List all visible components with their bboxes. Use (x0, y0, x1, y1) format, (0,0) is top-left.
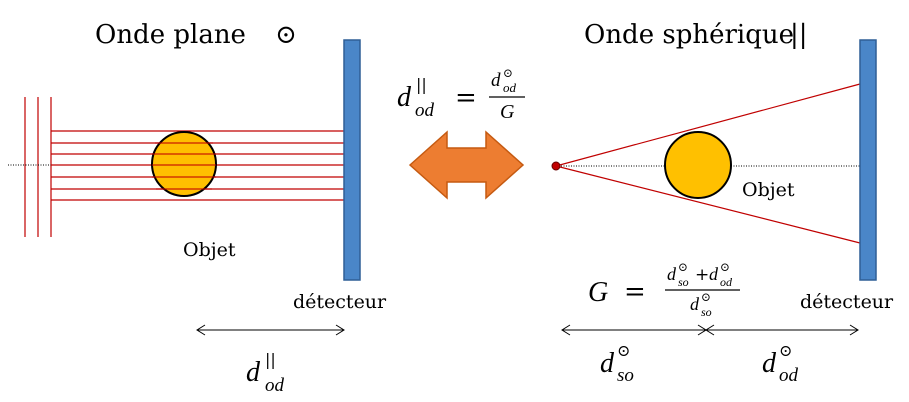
so-distance-sup: ⊙ (617, 341, 630, 360)
middle-den: G (500, 101, 515, 123)
cone-ray-bottom (555, 165, 861, 244)
rays-over-object (152, 142, 216, 190)
left-object-label: Objet (183, 239, 236, 261)
middle-lhs-d: d (397, 82, 412, 113)
point-source (551, 161, 561, 171)
g-num-sup1: ⊙ (678, 260, 688, 274)
g-den-sup: ⊙ (701, 290, 711, 304)
object-circle (151, 131, 217, 197)
right-title-symbol: || (790, 20, 808, 50)
right-detector (859, 39, 877, 281)
g-den-d: d (690, 294, 700, 314)
left-title-symbol: ⊙ (275, 20, 297, 50)
g-num-d2: d (709, 264, 719, 284)
right-object-label: Objet (742, 179, 795, 201)
cone-ray-top (555, 83, 861, 167)
middle-lhs-sup: || (416, 75, 427, 94)
middle-lhs-sub: od (415, 100, 435, 121)
g-symbol: G (588, 277, 608, 308)
double-arrow (408, 130, 525, 200)
right-title: Onde sphérique (584, 20, 794, 50)
right-panel: Onde sphérique || Objet détecteur G = d … (551, 20, 894, 386)
left-distance-d: d (246, 357, 261, 388)
g-den-sub: so (701, 305, 712, 319)
left-panel: Onde plane ⊙ Objet (8, 20, 387, 396)
left-title: Onde plane (95, 20, 246, 50)
g-num-sub1: so (678, 275, 689, 289)
arrowhead-right (335, 324, 345, 336)
arrowhead-left (561, 324, 571, 336)
right-detector-label: détecteur (800, 291, 894, 313)
arrowhead-right (849, 324, 859, 336)
middle-num-sub: od (503, 80, 517, 95)
od-distance-d: d (762, 348, 777, 379)
middle-equals: = (455, 83, 477, 113)
g-equals: = (624, 277, 646, 307)
od-distance-sup: ⊙ (779, 341, 792, 360)
arrowhead-left (196, 324, 206, 336)
g-num-sup2: ⊙ (720, 260, 730, 274)
middle-section: d od || = d od ⊙ G (397, 66, 525, 200)
right-object-circle (664, 131, 732, 199)
middle-num-sup: ⊙ (503, 66, 513, 80)
left-distance-sub: od (265, 375, 285, 396)
arrowhead-left (705, 324, 715, 336)
left-distance-sup: || (265, 350, 276, 369)
middle-num-d: d (491, 70, 501, 91)
g-num-d1: d (667, 264, 677, 284)
od-distance-sub: od (779, 365, 799, 386)
g-num-plus: + (695, 265, 709, 285)
left-detector-label: détecteur (293, 291, 387, 313)
g-num-sub2: od (720, 275, 733, 289)
left-detector (343, 39, 361, 281)
so-distance-sub: so (617, 365, 634, 386)
so-distance-d: d (600, 348, 615, 379)
